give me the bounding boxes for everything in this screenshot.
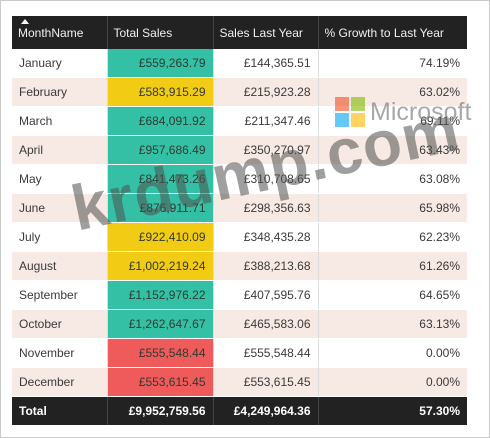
total-sales-cell: £1,262,647.67 [107,309,214,339]
total-sales-cell: £553,615.45 [107,367,214,397]
total-sales-last-year-value: £4,249,964.36 [213,396,319,425]
sales-last-year-cell: £144,365.51 [213,49,319,78]
sales-last-year-cell: £348,435.28 [213,222,319,252]
sales-last-year-cell: £555,548.44 [213,338,319,368]
total-sales-cell: £583,915.29 [107,77,214,107]
table-row[interactable]: June £876,911.71 £298,356.63 65.98% [12,193,467,223]
table-row[interactable]: December £553,615.45 £553,615.45 0.00% [12,367,467,397]
table-body: January £559,263.79 £144,365.51 74.19% Febru… [12,49,467,397]
sales-last-year-cell: £215,923.28 [213,77,319,107]
total-growth-value: 57.30% [318,396,467,425]
growth-cell: 74.19% [318,49,467,78]
month-cell: February [12,77,108,107]
growth-cell: 63.43% [318,135,467,165]
month-cell: June [12,193,108,223]
total-sales-cell: £555,548.44 [107,338,214,368]
growth-cell: 0.00% [318,338,467,368]
microsoft-watermark: Microsoft [335,97,471,127]
total-sales-cell: £922,410.09 [107,222,214,252]
column-header-label: MonthName [18,25,84,40]
total-sales-cell: £841,473.26 [107,164,214,194]
column-header-label: Sales Last Year [219,25,303,40]
total-sales-cell: £1,152,976.22 [107,280,214,310]
month-cell: April [12,135,108,165]
growth-cell: 62.23% [318,222,467,252]
total-row: Total £9,952,759.56 £4,249,964.36 57.30% [12,396,467,425]
sales-last-year-cell: £465,583.06 [213,309,319,339]
table-row[interactable]: November £555,548.44 £555,548.44 0.00% [12,338,467,368]
column-header-total-sales[interactable]: Total Sales [107,16,214,49]
growth-cell: 63.13% [318,309,467,339]
growth-cell: 61.26% [318,251,467,281]
column-header-month[interactable]: MonthName [12,16,108,49]
month-cell: September [12,280,108,310]
table-row[interactable]: May £841,473.26 £310,708.65 63.08% [12,164,467,194]
sales-last-year-cell: £211,347.46 [213,106,319,136]
table-row[interactable]: August £1,002,219.24 £388,213.68 61.26% [12,251,467,281]
table-row[interactable]: January £559,263.79 £144,365.51 74.19% [12,49,467,78]
growth-cell: 63.02% [318,77,467,107]
table-row[interactable]: July £922,410.09 £348,435.28 62.23% [12,222,467,252]
column-header-label: % Growth to Last Year [324,25,444,40]
sales-last-year-cell: £350,270.97 [213,135,319,165]
sales-last-year-cell: £298,356.63 [213,193,319,223]
growth-cell: 63.08% [318,164,467,194]
sales-matrix-table: MonthName Total Sales Sales Last Year % … [12,16,467,425]
sort-ascending-icon[interactable] [21,19,29,24]
table-row[interactable]: February £583,915.29 £215,923.28 63.02% [12,77,467,107]
microsoft-logo-icon [335,97,365,127]
column-header-sales-last-year[interactable]: Sales Last Year [213,16,319,49]
total-sales-cell: £1,002,219.24 [107,251,214,281]
growth-cell: 64.65% [318,280,467,310]
total-sales-value: £9,952,759.56 [107,396,214,425]
header-row: MonthName Total Sales Sales Last Year % … [12,16,467,49]
month-cell: August [12,251,108,281]
month-cell: March [12,106,108,136]
sales-last-year-cell: £407,595.76 [213,280,319,310]
month-cell: July [12,222,108,252]
microsoft-watermark-text: Microsoft [370,97,472,126]
sales-last-year-cell: £553,615.45 [213,367,319,397]
total-sales-cell: £876,911.71 [107,193,214,223]
total-sales-cell: £684,091.92 [107,106,214,136]
total-sales-cell: £559,263.79 [107,49,214,78]
month-cell: December [12,367,108,397]
table-row[interactable]: April £957,686.49 £350,270.97 63.43% [12,135,467,165]
month-cell: November [12,338,108,368]
column-header-growth[interactable]: % Growth to Last Year [318,16,467,49]
month-cell: January [12,49,108,78]
sales-last-year-cell: £310,708.65 [213,164,319,194]
growth-cell: 0.00% [318,367,467,397]
total-sales-cell: £957,686.49 [107,135,214,165]
sales-last-year-cell: £388,213.68 [213,251,319,281]
total-label: Total [12,396,108,425]
growth-cell: 65.98% [318,193,467,223]
table-row[interactable]: October £1,262,647.67 £465,583.06 63.13% [12,309,467,339]
month-cell: October [12,309,108,339]
column-header-label: Total Sales [113,25,173,40]
table-row[interactable]: September £1,152,976.22 £407,595.76 64.65% [12,280,467,310]
month-cell: May [12,164,108,194]
